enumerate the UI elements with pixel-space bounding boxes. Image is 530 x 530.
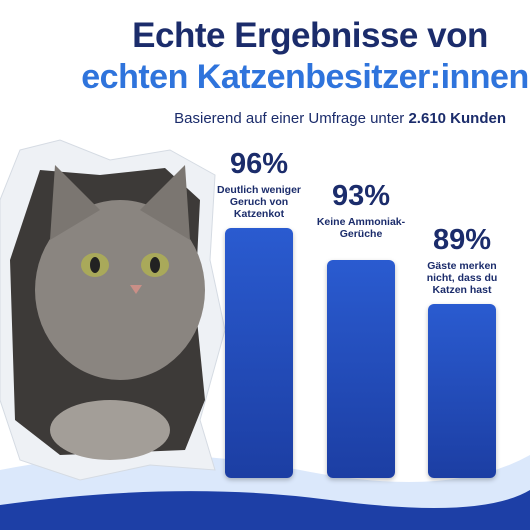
bar	[428, 303, 496, 478]
cat-head	[35, 200, 205, 380]
cat-pupil	[150, 257, 160, 273]
caption: Basierend auf einer Umfrage unter 2.610 …	[174, 110, 506, 127]
caption-highlight: 2.610 Kunden	[408, 110, 506, 127]
value-label: 93%	[331, 180, 391, 213]
cat-nose	[130, 285, 142, 294]
bottom-wave	[0, 490, 530, 530]
caption-text: Basierend auf einer Umfrage unter	[174, 110, 405, 127]
title: Echte Ergebnisse von	[132, 16, 488, 55]
category-label: Deutlich weniger Geruch von Katzenkot	[216, 183, 301, 220]
cat-pupil	[90, 257, 100, 273]
value-label: 96%	[229, 147, 289, 180]
category-label: Keine Ammoniak-Gerüche	[316, 216, 406, 241]
value-label: 89%	[432, 223, 492, 256]
subtitle: echten Katzenbesitzer:innen	[81, 58, 529, 96]
cat-paw	[50, 400, 170, 460]
category-label: Gäste merken nicht, dass du Katzen hast	[426, 259, 498, 296]
cat-ears	[50, 165, 190, 240]
bar	[225, 227, 293, 478]
bar	[327, 260, 395, 478]
